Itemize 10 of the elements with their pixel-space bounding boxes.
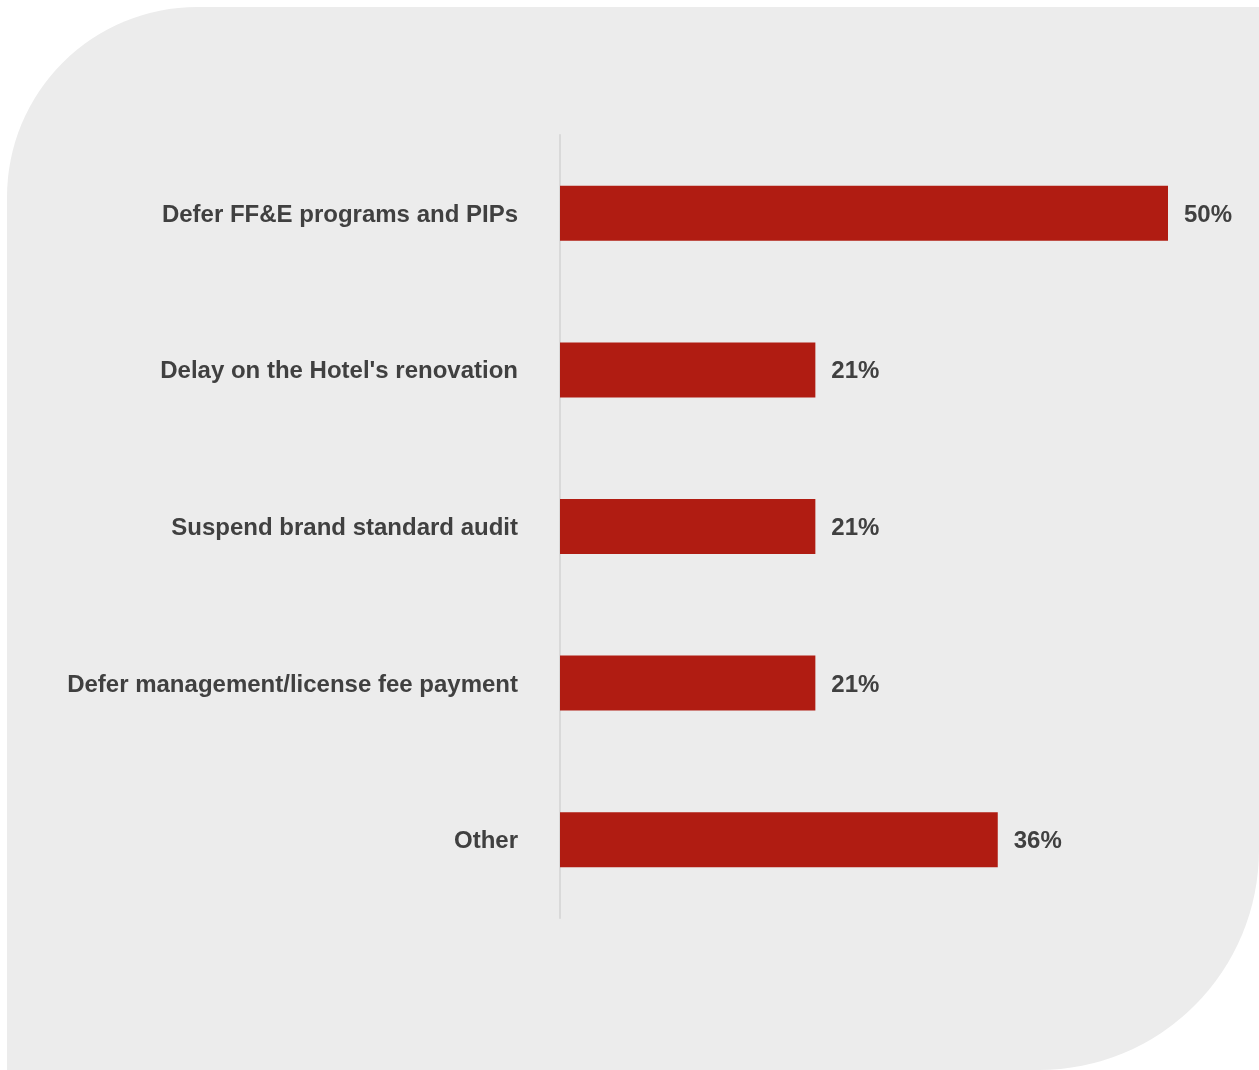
data-label: 50% <box>1184 199 1233 227</box>
data-label: 36% <box>1013 826 1062 854</box>
y-tick-label: Other <box>453 826 518 854</box>
data-label: 21% <box>831 669 880 697</box>
y-tick-label: Defer management/license fee payment <box>67 669 519 697</box>
data-label: 21% <box>831 356 880 384</box>
y-tick-label: Defer FF&E programs and PIPs <box>161 199 518 227</box>
data-label: 21% <box>831 513 880 540</box>
y-tick-label: Delay on the Hotel's renovation <box>160 356 518 384</box>
y-tick-label: Suspend brand standard audit <box>171 513 518 540</box>
